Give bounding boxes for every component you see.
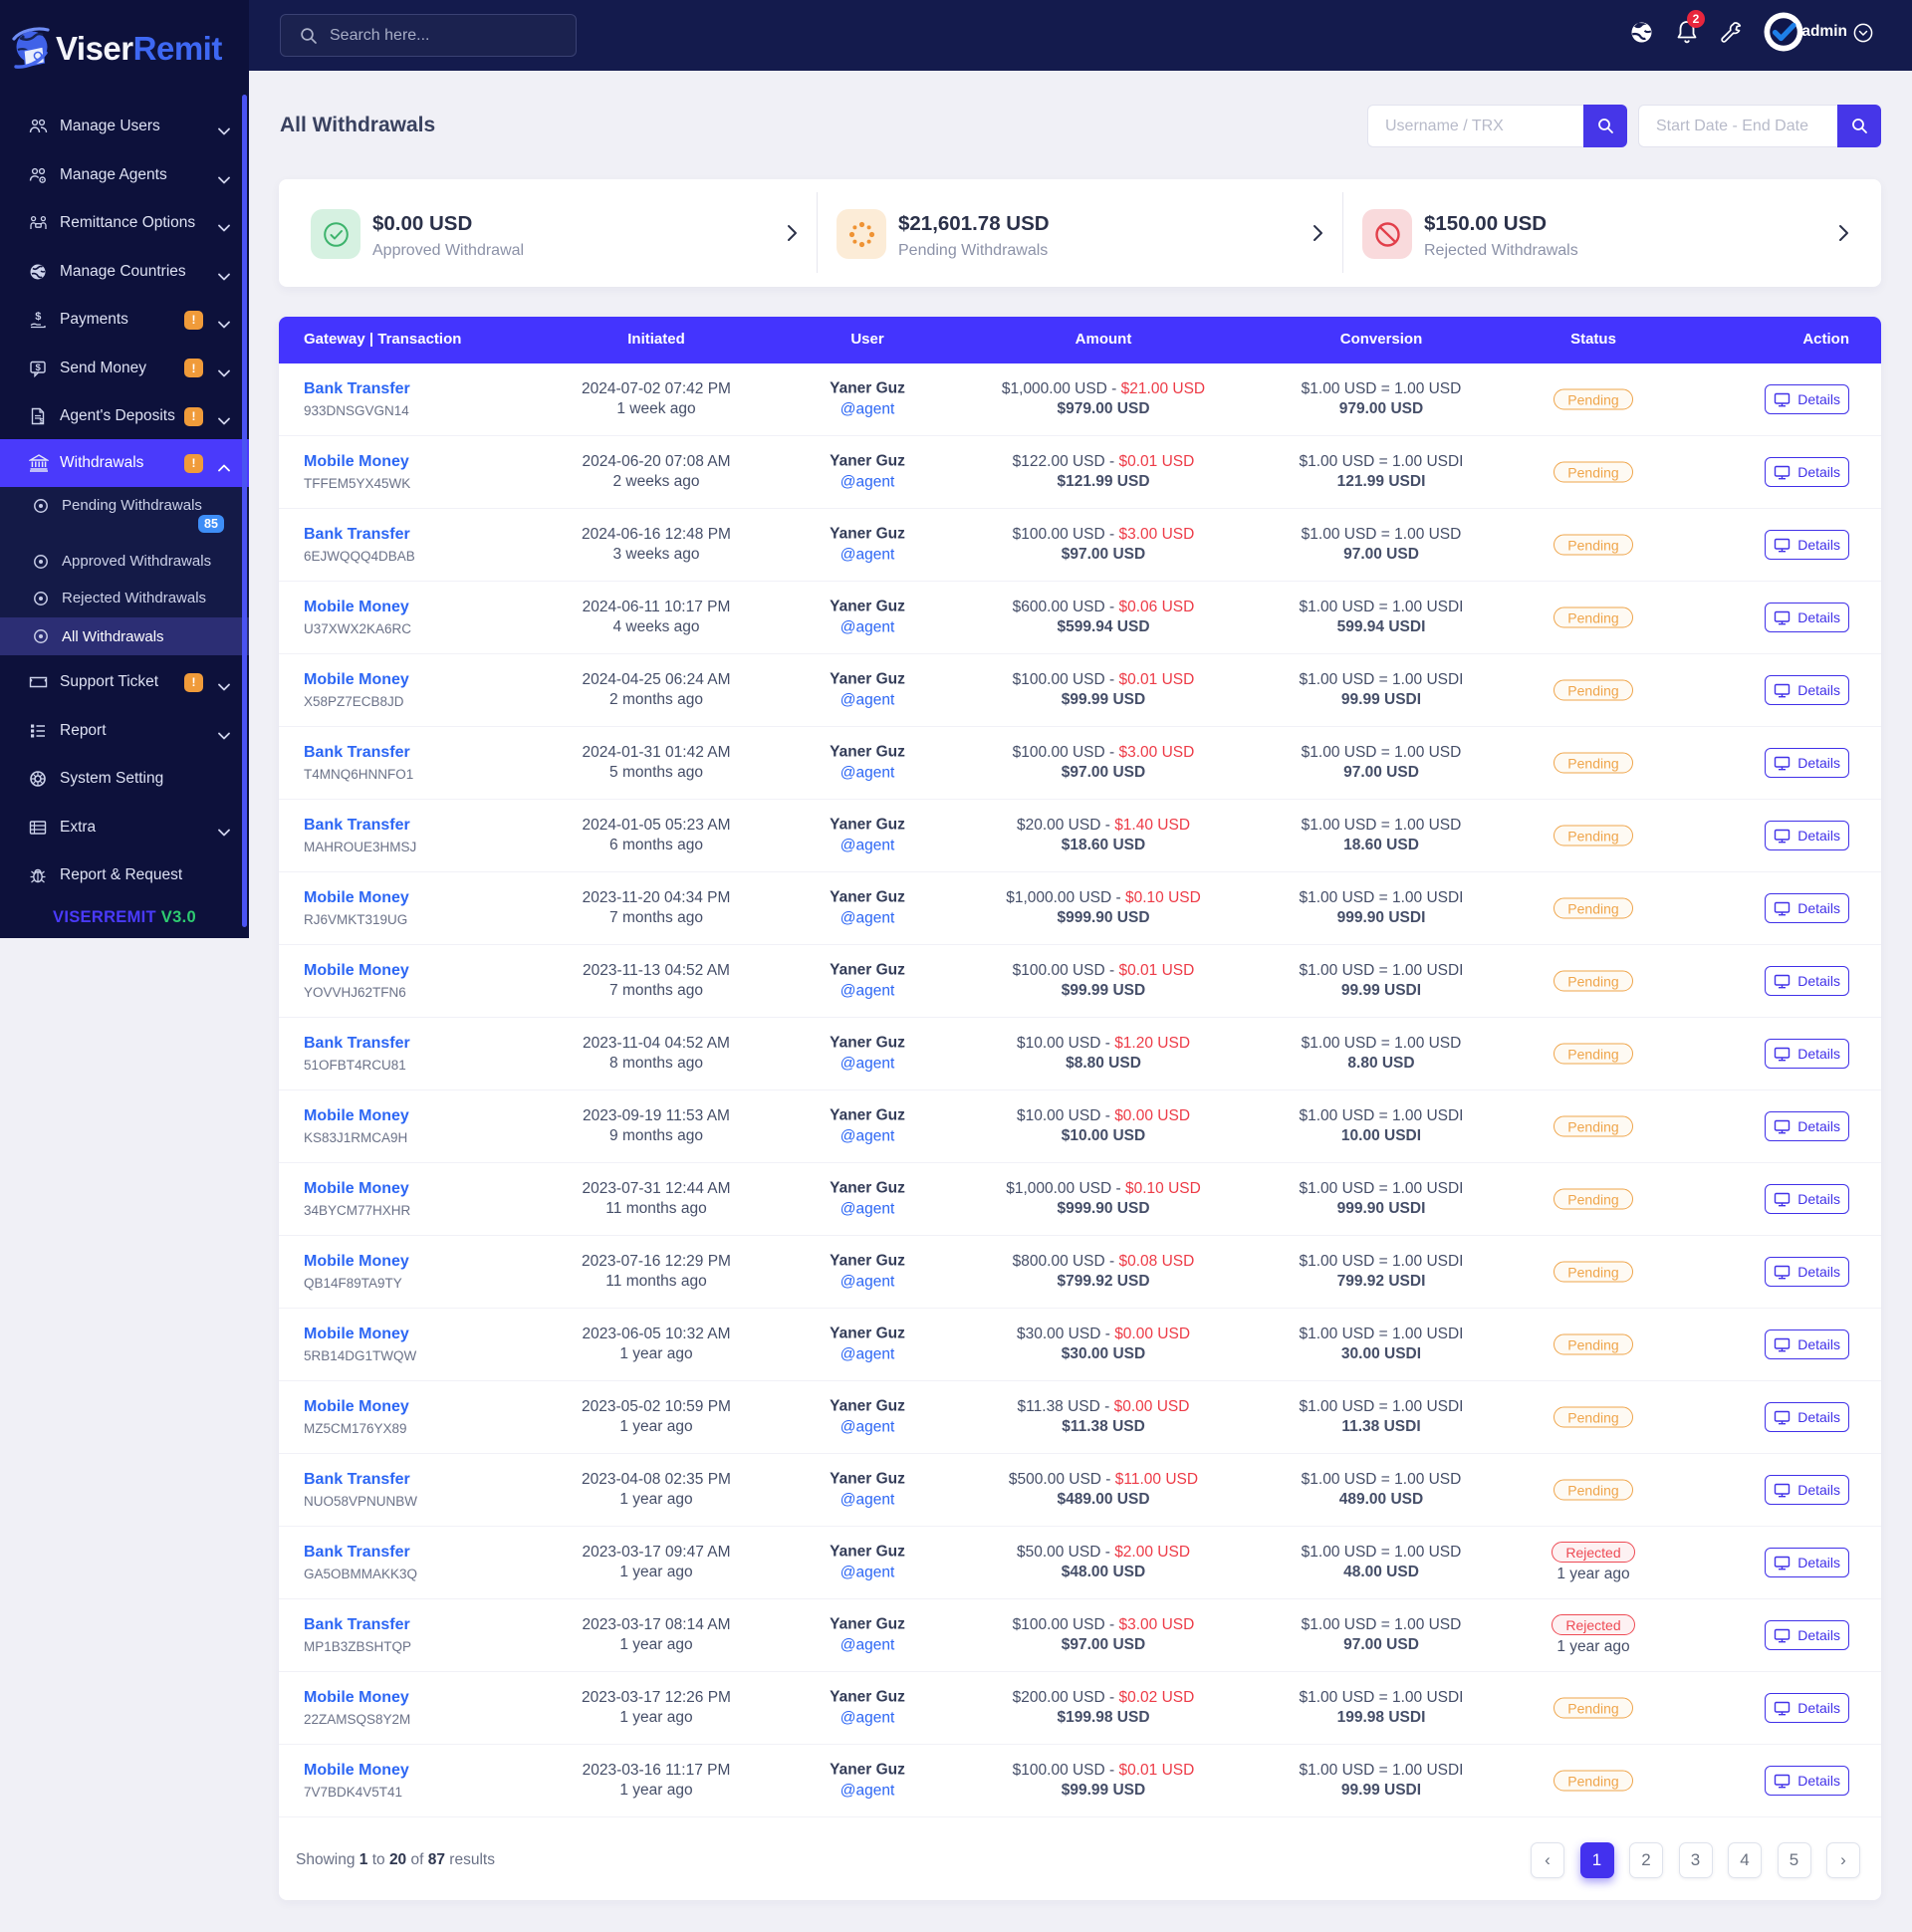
svg-text:$: $	[35, 311, 41, 323]
svg-text:$: $	[40, 416, 45, 425]
svg-text:$: $	[36, 362, 42, 373]
